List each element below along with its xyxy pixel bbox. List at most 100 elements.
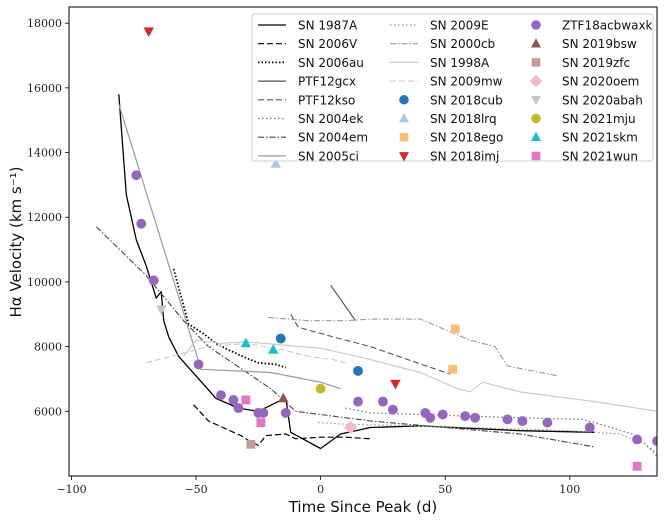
legend-marker-swatch [531, 20, 541, 30]
legend-label: SN 2021wun [562, 149, 638, 163]
data-point-ztf18acbwaxk [584, 422, 595, 433]
data-point-ztf18acbwaxk [148, 275, 159, 286]
legend-label: SN 1987A [298, 19, 358, 33]
data-point-ztf18acbwaxk [542, 417, 553, 428]
legend-entry-sn-2005ci: SN 2005ci [258, 149, 359, 163]
legend-entry-ptf12gcx: PTF12gcx [258, 75, 356, 89]
data-point-sn-2021wun [241, 395, 251, 405]
data-point-ztf18acbwaxk [470, 412, 481, 423]
y-tick-label: 12000 [27, 211, 62, 224]
y-axis-label: Hα Velocity (km s⁻¹) [7, 166, 25, 317]
data-point-sn-2019bsw [278, 392, 289, 403]
data-point-sn-2018imj [143, 27, 154, 37]
legend-label: SN 2004em [298, 131, 368, 145]
legend-entry-sn-2006au: SN 2006au [258, 56, 364, 70]
data-point-ztf18acbwaxk [502, 414, 513, 425]
plot-frame [68, 6, 658, 477]
legend-marker-swatch [399, 132, 409, 142]
legend-marker-swatch [399, 152, 409, 162]
legend-entry-sn-2006v: SN 2006V [258, 37, 358, 51]
legend-marker-swatch [531, 131, 541, 141]
data-point-ztf18acbwaxk [517, 416, 528, 426]
legend-label: SN 2018cub [430, 93, 503, 107]
series-line-sn-2004ek [345, 407, 657, 454]
legend-label: SN 2018ego [430, 131, 503, 145]
series-line-sn-2005ci [118, 103, 341, 390]
series-line-sn-2009mw [146, 342, 346, 364]
line-series-layer [96, 94, 657, 458]
legend-label: SN 2019bsw [562, 37, 637, 51]
data-point-sn-2021wun [256, 418, 266, 428]
legend-entry-sn-2000cb: SN 2000cb [390, 37, 495, 51]
legend-label: SN 2004ek [298, 112, 363, 126]
legend-marker-swatch [531, 38, 541, 48]
x-tick-label: 100 [559, 483, 580, 496]
series-line-ptf12kso [290, 314, 451, 375]
x-tick-label: −50 [184, 483, 207, 496]
legend-marker-swatch [399, 95, 409, 105]
legend-label: SN 2018imj [430, 149, 499, 163]
data-point-sn-2018imj [390, 379, 401, 390]
data-point-sn-2021mju [315, 383, 326, 394]
data-point-ztf18acbwaxk [193, 359, 204, 370]
data-point-ztf18acbwaxk [425, 412, 436, 423]
legend-entry-sn-2019zfc: SN 2019zfc [531, 56, 630, 70]
legend-entry-sn-2004ek: SN 2004ek [258, 112, 363, 126]
legend-entry-sn-2004em: SN 2004em [258, 131, 368, 145]
legend-label: SN 2000cb [430, 37, 495, 51]
series-line-sn-1998a [183, 339, 657, 412]
series-line-sn-2004em [96, 226, 595, 448]
data-point-sn-2021skm [240, 337, 252, 348]
legend-marker-swatch [399, 113, 409, 123]
series-line-sn-2000cb [268, 316, 558, 377]
data-point-ztf18acbwaxk [280, 407, 291, 418]
legend-label: SN 2009E [430, 19, 489, 33]
legend-entry-sn-2019bsw: SN 2019bsw [531, 37, 637, 51]
data-point-sn-2019zfc [246, 439, 256, 449]
legend-label: ZTF18acbwaxk [562, 19, 653, 33]
legend-marker-swatch [529, 74, 543, 88]
legend-label: SN 2020oem [562, 75, 639, 89]
data-point-sn-2020oem [344, 420, 358, 434]
y-tick-label: 8000 [34, 341, 62, 354]
legend-entry-ztf18acbwaxk: ZTF18acbwaxk [531, 19, 653, 33]
legend-entry-sn-2018cub: SN 2018cub [399, 93, 503, 107]
legend-entry-sn-2018ego: SN 2018ego [399, 131, 503, 145]
legend-label: PTF12kso [298, 93, 355, 107]
legend-entry-sn-2020oem: SN 2020oem [529, 74, 639, 89]
data-point-ztf18acbwaxk [632, 434, 643, 445]
y-tick-label: 10000 [27, 276, 62, 289]
y-tick-label: 18000 [27, 17, 62, 30]
legend-label: SN 2006V [298, 37, 358, 51]
legend-label: SN 2006au [298, 56, 364, 70]
series-line-sn-2006v [193, 404, 371, 446]
data-point-sn-2018ego [450, 324, 460, 334]
data-point-sn-2018lrq [270, 158, 281, 168]
x-tick-label: 50 [438, 483, 452, 496]
data-point-sn-2018cub [275, 333, 286, 344]
legend-label: SN 1998A [430, 56, 490, 70]
series-line-sn-2009e [318, 422, 657, 458]
legend-label: SN 2019zfc [562, 56, 630, 70]
legend-entry-sn-2021skm: SN 2021skm [531, 131, 638, 145]
legend-entry-sn-1987a: SN 1987A [258, 19, 358, 33]
data-point-ztf18acbwaxk [228, 395, 239, 405]
legend-entry-sn-2021mju: SN 2021mju [531, 112, 636, 126]
x-tick-label: −100 [56, 483, 86, 496]
data-point-ztf18acbwaxk [258, 407, 269, 418]
data-point-sn-2018ego [448, 364, 458, 374]
legend-entry-sn-1998a: SN 1998A [390, 56, 490, 70]
data-point-ztf18acbwaxk [136, 218, 147, 229]
legend-label: SN 2020abah [562, 93, 643, 107]
legend-marker-swatch [531, 113, 541, 124]
legend: SN 1987A SN 2006V SN 2006au PTF12gcx PTF12ks… [251, 13, 654, 163]
data-point-ztf18acbwaxk [131, 170, 142, 181]
legend-entry-sn-2020abah: SN 2020abah [531, 93, 643, 107]
data-point-ztf18acbwaxk [353, 396, 363, 407]
data-point-ztf18acbwaxk [460, 411, 471, 422]
legend-box [251, 13, 654, 162]
legend-label: SN 2009mw [430, 75, 503, 89]
legend-marker-swatch [531, 96, 541, 106]
legend-label: PTF12gcx [298, 75, 356, 89]
